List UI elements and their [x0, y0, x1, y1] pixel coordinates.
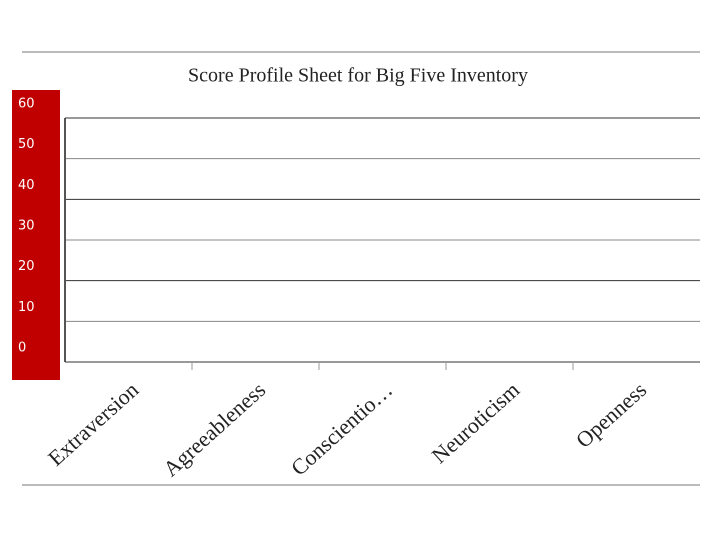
chart-title: Score Profile Sheet for Big Five Invento…	[188, 65, 528, 87]
x-tick-label: Agreeableness	[158, 377, 270, 481]
x-tick-label: Openness	[571, 377, 651, 453]
x-tick-label: Neuroticism	[427, 377, 525, 468]
y-tick-label: 0	[18, 341, 26, 356]
y-tick-label: 50	[18, 137, 35, 152]
y-tick-label: 20	[18, 259, 35, 274]
y-tick-label: 60	[18, 97, 35, 112]
y-tick-label: 10	[18, 300, 35, 315]
axis-panel	[12, 90, 60, 380]
y-tick-label: 30	[18, 219, 35, 234]
x-tick-label: Extraversion	[43, 377, 143, 471]
x-tick-label: Conscientio…	[286, 377, 397, 481]
y-tick-label: 40	[18, 178, 35, 193]
